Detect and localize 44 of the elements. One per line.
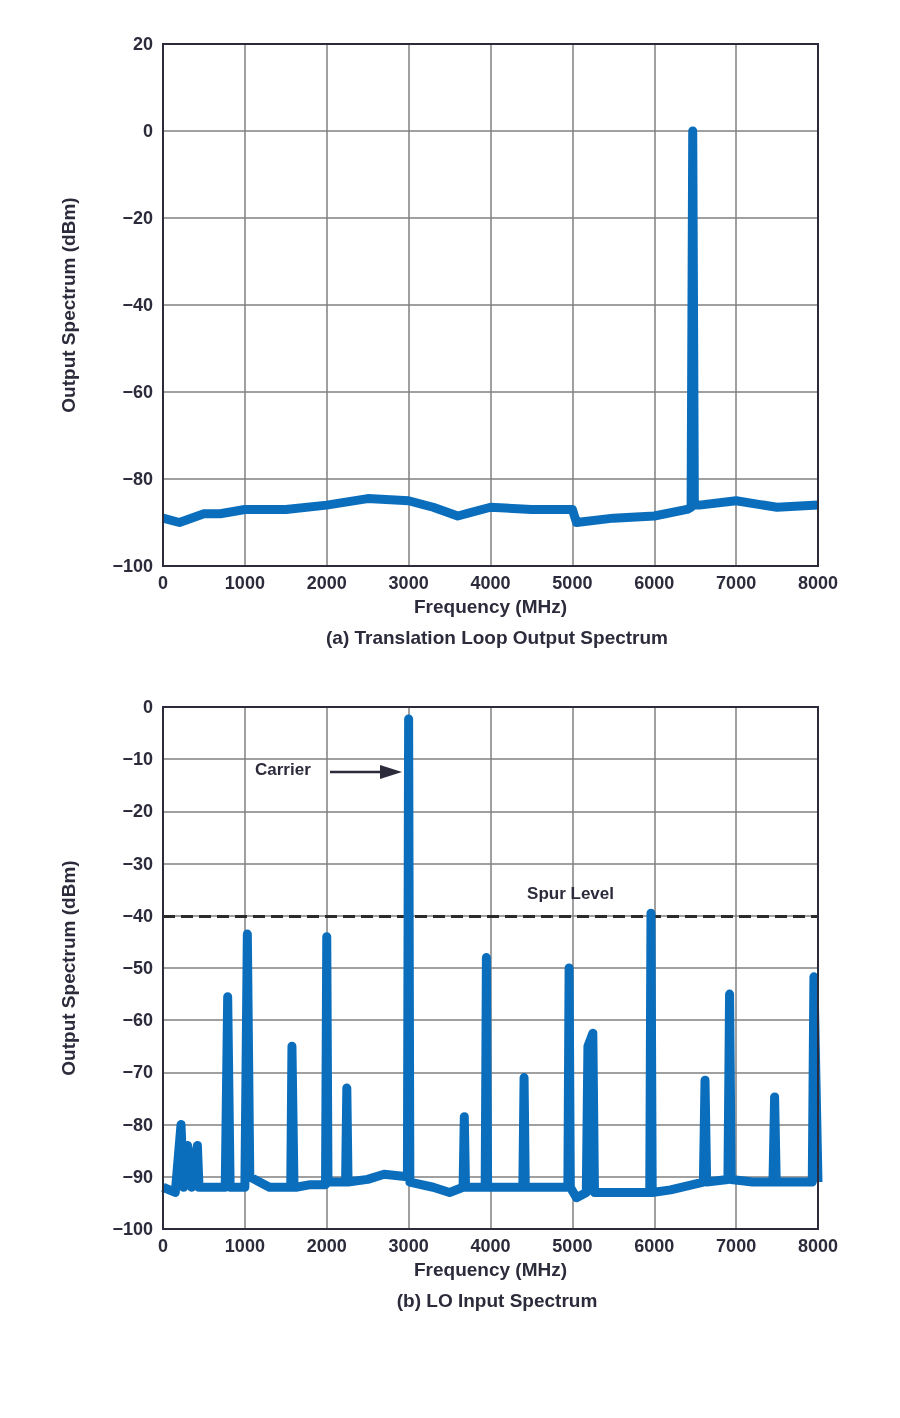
- text: (b) LO Input Spectrum: [396, 1290, 598, 1311]
- y-tick-label: −80: [122, 1114, 153, 1135]
- y-tick-label: −50: [122, 958, 153, 978]
- y-tick-label: −60: [122, 382, 153, 402]
- ref-line-label: Spur Level: [527, 883, 614, 903]
- y-tick-label: −70: [122, 1062, 153, 1083]
- y-tick-label: −30: [122, 853, 153, 874]
- x-tick-label: 5000: [552, 1236, 593, 1256]
- annotation: Carrier: [255, 760, 312, 779]
- x-tick-label: 3000: [388, 573, 429, 593]
- y-tick-label: −40: [122, 295, 153, 315]
- y-tick-label: 20: [132, 34, 153, 54]
- x-tick-label: 6000: [634, 573, 675, 593]
- x-tick-label: 0: [157, 1236, 169, 1256]
- x-tick-label: 0: [157, 573, 169, 593]
- x-tick-label: 1000: [224, 573, 265, 593]
- y-tick-label: −100: [112, 1219, 153, 1239]
- y-tick-label: −60: [122, 1010, 153, 1031]
- x-tick-label: 7000: [716, 1236, 757, 1256]
- y-tick-label: −40: [122, 905, 153, 926]
- y-tick-label: −90: [122, 1166, 153, 1187]
- y-tick-label: −20: [122, 208, 153, 228]
- x-tick-label: 1000: [224, 1236, 265, 1256]
- y-tick-label: 0: [142, 121, 153, 141]
- y-tick-label: −20: [122, 801, 153, 822]
- x-tick-label: 4000: [470, 1236, 511, 1256]
- y-tick-label: −100: [112, 556, 153, 576]
- x-tick-label: 8000: [797, 1236, 839, 1256]
- x-tick-label: 2000: [306, 1236, 347, 1256]
- x-tick-label: 2000: [306, 573, 347, 593]
- x-axis-title: Frequency (MHz): [413, 1258, 568, 1280]
- x-tick-label: 7000: [716, 573, 757, 593]
- y-axis-title: Output Spectrum (dBm): [58, 860, 79, 1076]
- x-tick-label: 8000: [797, 573, 839, 593]
- y-tick-label: 0: [142, 697, 153, 717]
- y-axis-title: Output Spectrum (dBm): [58, 197, 79, 413]
- x-tick-label: 3000: [388, 1236, 429, 1256]
- x-tick-label: 5000: [552, 573, 593, 593]
- y-tick-label: −10: [122, 749, 153, 770]
- y-tick-label: −80: [122, 469, 153, 489]
- x-tick-label: 4000: [470, 573, 511, 593]
- text: (a) Translation Loop Output Spectrum: [326, 627, 668, 648]
- x-axis-title: Frequency (MHz): [413, 595, 568, 617]
- x-tick-label: 6000: [634, 1236, 675, 1256]
